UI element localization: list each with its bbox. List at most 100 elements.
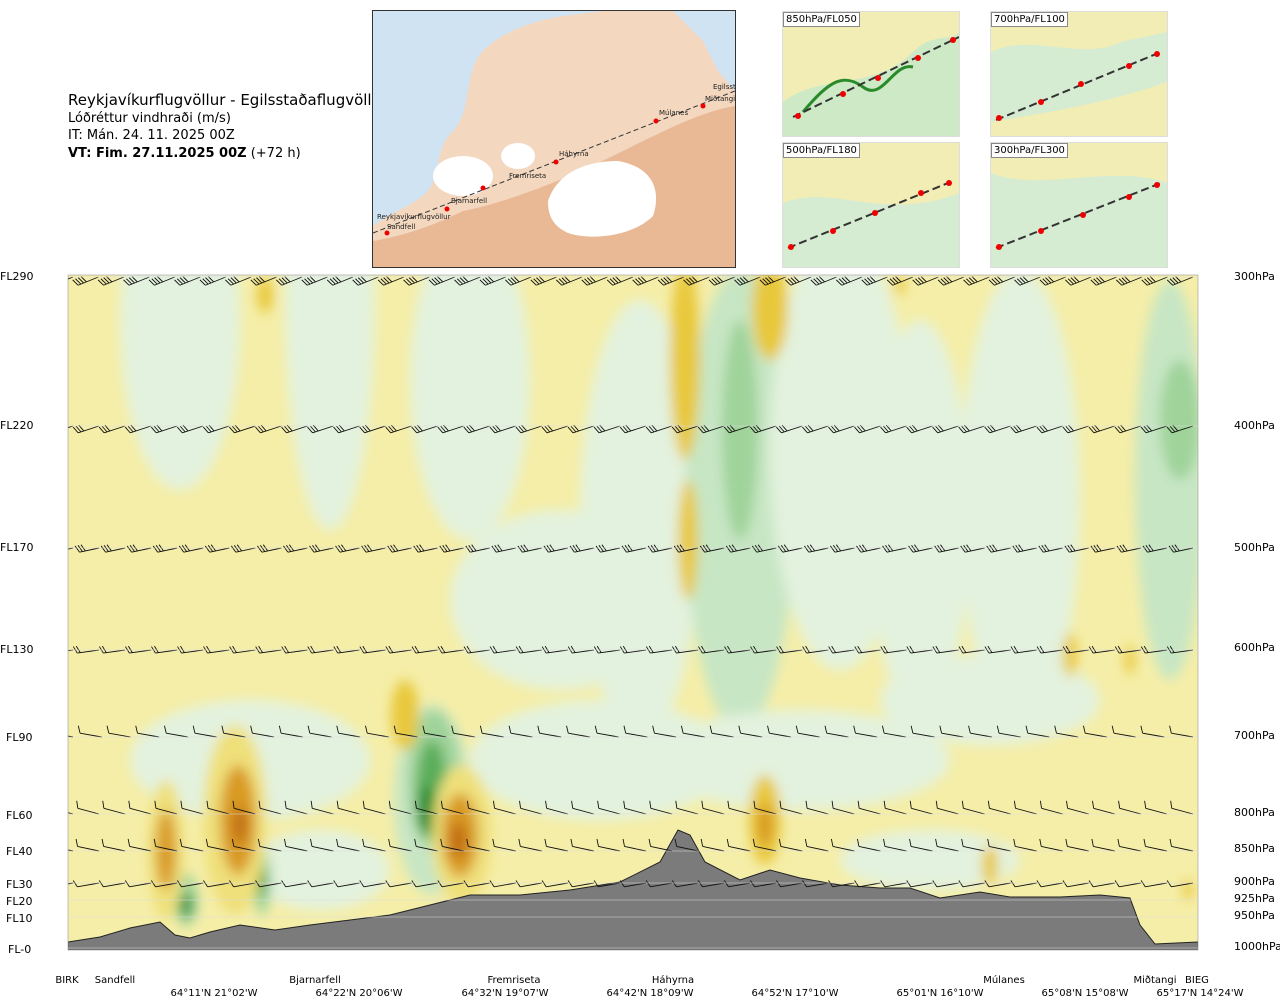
- wind-barb: [883, 838, 907, 852]
- wind-barb: [1166, 880, 1194, 888]
- wind-barb: [906, 880, 933, 888]
- velocity-contour: [470, 700, 730, 820]
- map-label-reykjavik: Reykjavíkurflugvöllur: [377, 213, 451, 221]
- wind-barb: [463, 880, 490, 888]
- wind-barb: [908, 544, 933, 553]
- wind-barb: [759, 276, 786, 286]
- wind-barb: [451, 725, 476, 738]
- wind-barb: [701, 800, 725, 815]
- pressure-level-lines: [68, 276, 1198, 949]
- wind-barb: [127, 838, 152, 852]
- velocity-contour: [1183, 880, 1193, 900]
- wind-barb: [727, 800, 751, 815]
- wind-barb: [606, 276, 634, 286]
- wind-barb: [437, 424, 464, 434]
- x-waypoint-label: Háhyrna: [651, 975, 695, 986]
- wind-barb: [767, 725, 792, 738]
- wind-barb: [301, 276, 328, 286]
- wind-barb: [75, 838, 100, 852]
- wind-barb: [1039, 276, 1066, 286]
- thumbnail-700hpa[interactable]: 700hPa/FL100: [990, 11, 1168, 137]
- wind-barb: [411, 880, 438, 888]
- wind-barb: [281, 880, 308, 888]
- right-tick-label: 600hPa: [1234, 641, 1275, 654]
- wind-barb: [206, 800, 230, 815]
- map-label-mulanes: Múlanes: [659, 109, 688, 117]
- right-tick-label: 500hPa: [1234, 541, 1275, 554]
- wind-barb: [326, 276, 354, 286]
- thumbnail-850hpa[interactable]: 850hPa/FL050: [782, 11, 960, 137]
- thumbnail-500hpa[interactable]: 500hPa/FL180: [782, 142, 960, 268]
- wind-barb: [880, 880, 907, 888]
- y-tick-label: FL220: [0, 419, 34, 432]
- wind-barb: [135, 725, 160, 738]
- wind-barb: [652, 725, 677, 738]
- wind-barb: [697, 424, 725, 434]
- map-waypoint-markers: [384, 103, 706, 236]
- wind-barb: [883, 800, 907, 815]
- wind-barb: [853, 725, 878, 738]
- wind-barb: [365, 725, 389, 738]
- wind-barb: [76, 800, 100, 815]
- wind-barb: [307, 725, 332, 738]
- wind-barb: [776, 424, 803, 434]
- wind-barb: [830, 838, 855, 852]
- wind-barb: [440, 800, 464, 815]
- wind-barb: [1025, 725, 1050, 738]
- wind-barb: [492, 838, 516, 852]
- wind-barb: [148, 276, 175, 286]
- wind-barb: [221, 725, 246, 738]
- waypoint-marker: [444, 206, 450, 212]
- wind-barb: [537, 725, 562, 738]
- wind-barb: [795, 725, 820, 738]
- wind-barb: [674, 838, 699, 852]
- y-tick-label: FL-0: [8, 943, 32, 956]
- wind-barb: [203, 880, 230, 888]
- x-coordinate-label: 64°11'N 21°02'W: [170, 988, 258, 999]
- velocity-contour: [670, 275, 700, 460]
- wind-barb: [281, 424, 308, 434]
- wind-barb: [278, 725, 303, 738]
- wind-barb: [752, 838, 777, 852]
- wind-barb: [622, 838, 647, 852]
- wind-barb: [988, 276, 1015, 286]
- wind-barb: [68, 547, 74, 553]
- velocity-contour: [722, 320, 758, 540]
- wind-barb: [250, 725, 275, 738]
- y-tick-label: FL170: [0, 541, 34, 554]
- wind-barb: [179, 838, 204, 852]
- wind-barb: [1166, 276, 1194, 286]
- wind-barb: [750, 880, 777, 888]
- wind-barb: [912, 276, 939, 286]
- velocity-contour: [895, 275, 905, 295]
- wind-barb: [68, 882, 74, 888]
- thumbnail-300hpa[interactable]: 300hPa/FL300: [990, 142, 1168, 268]
- wind-barb: [594, 725, 619, 738]
- wind-barb: [177, 880, 204, 888]
- wind-barb: [725, 544, 751, 553]
- wind-barb: [649, 800, 673, 815]
- wind-barb: [1140, 880, 1168, 888]
- wind-barb: [192, 725, 217, 738]
- wind-barb: [283, 838, 308, 852]
- x-waypoint-label: Múlanes: [983, 975, 1025, 986]
- wind-barb: [623, 725, 648, 738]
- wind-barb: [352, 276, 379, 286]
- wind-barb: [935, 800, 959, 815]
- wind-barb: [543, 544, 568, 553]
- valid-time: VT: Fim. 27.11.2025 00Z (+72 h): [68, 145, 387, 163]
- wind-barb: [968, 725, 993, 738]
- right-tick-label: 925hPa: [1234, 892, 1275, 905]
- wind-barb: [336, 800, 360, 815]
- wind-barb: [466, 800, 490, 815]
- wind-barb: [963, 276, 990, 286]
- x-coordinate-label: 64°52'N 17°10'W: [751, 988, 839, 999]
- wind-barb: [857, 800, 881, 815]
- wind-barb: [98, 880, 126, 888]
- wind-barb: [231, 838, 256, 852]
- wind-barb: [77, 725, 102, 738]
- wind-barb: [570, 838, 595, 852]
- wind-barb: [541, 880, 568, 888]
- wind-barb: [886, 276, 914, 286]
- x-waypoint-label: Miðtangi: [1133, 975, 1177, 986]
